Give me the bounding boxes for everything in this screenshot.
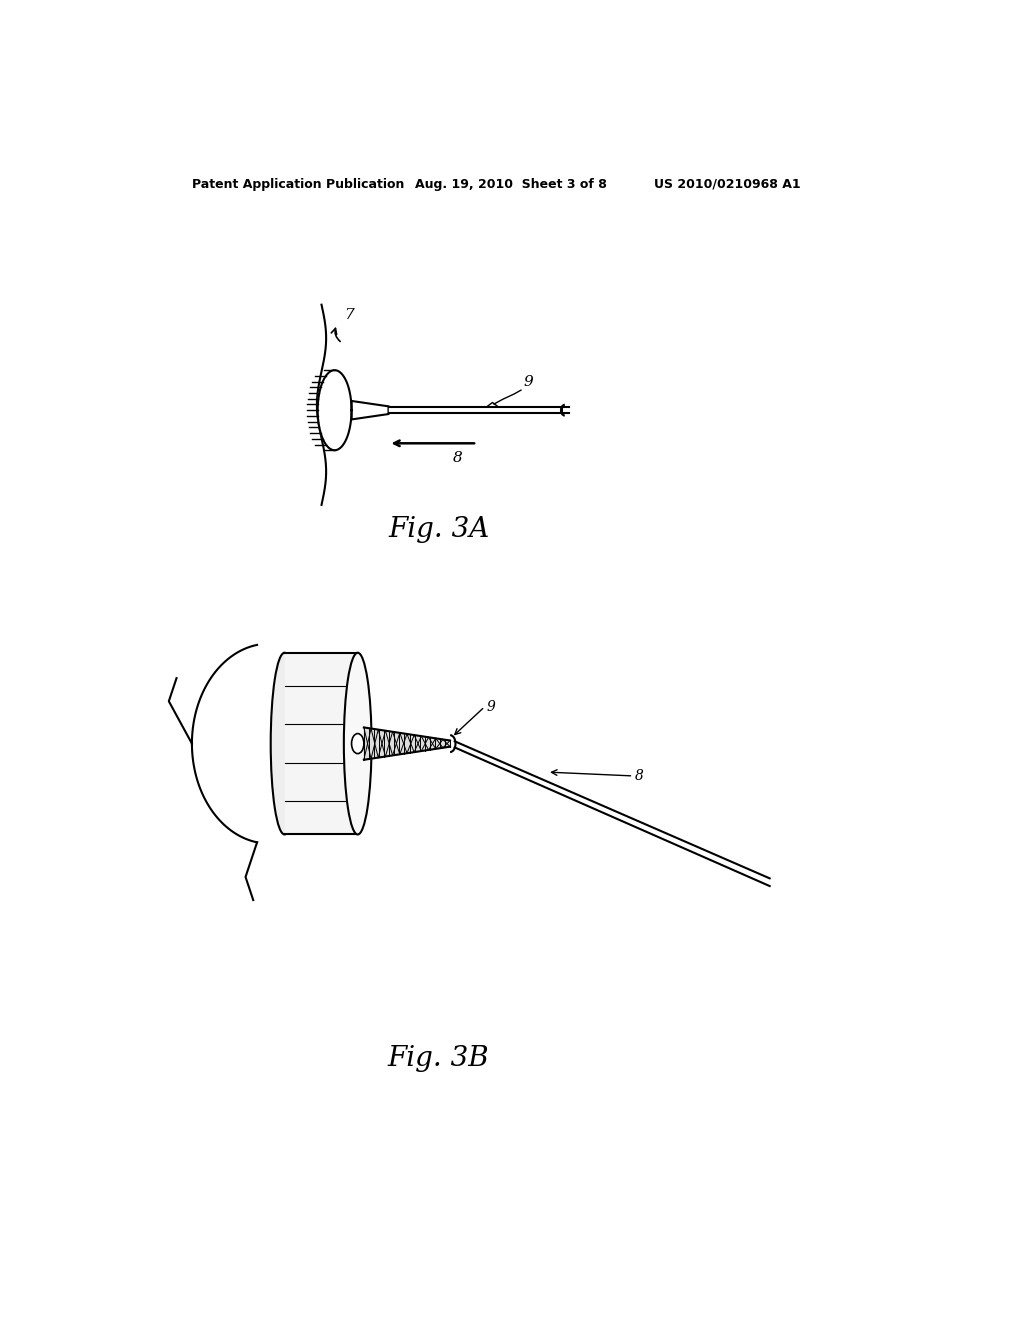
Text: US 2010/0210968 A1: US 2010/0210968 A1 [654, 178, 801, 190]
Ellipse shape [351, 734, 364, 754]
Polygon shape [317, 370, 351, 450]
Text: Fig. 3A: Fig. 3A [388, 516, 489, 544]
Polygon shape [388, 407, 569, 413]
Text: 9: 9 [523, 375, 534, 389]
Text: Patent Application Publication: Patent Application Publication [193, 178, 404, 190]
Text: 7: 7 [345, 308, 354, 322]
Ellipse shape [344, 653, 372, 834]
Ellipse shape [270, 653, 298, 834]
Text: 9: 9 [486, 700, 496, 714]
Text: 8: 8 [453, 451, 463, 465]
Text: Fig. 3B: Fig. 3B [388, 1045, 489, 1072]
Text: 8: 8 [635, 770, 644, 783]
Polygon shape [351, 401, 388, 420]
Polygon shape [364, 727, 451, 760]
Text: Aug. 19, 2010  Sheet 3 of 8: Aug. 19, 2010 Sheet 3 of 8 [416, 178, 607, 190]
Polygon shape [285, 653, 357, 834]
